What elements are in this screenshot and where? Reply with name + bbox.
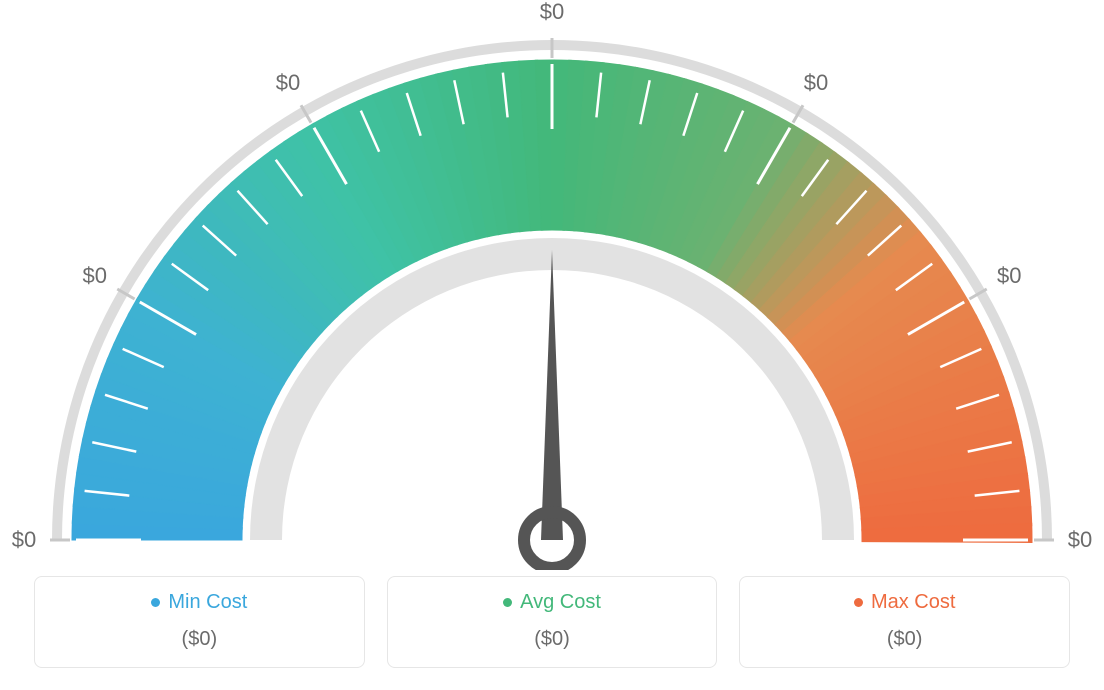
legend-value-avg: ($0) (398, 628, 707, 651)
legend-label-avg: Avg Cost (520, 591, 601, 614)
gauge-tick-label: $0 (276, 70, 300, 96)
gauge-tick-label: $0 (804, 70, 828, 96)
gauge-tick-label: $0 (12, 527, 36, 553)
legend-card-max: Max Cost ($0) (739, 576, 1070, 668)
gauge-tick-label: $0 (82, 263, 106, 289)
legend-title-max: Max Cost (854, 591, 955, 614)
legend-card-min: Min Cost ($0) (34, 576, 365, 668)
legend-label-max: Max Cost (871, 591, 955, 614)
legend-label-min: Min Cost (168, 591, 247, 614)
gauge-tick-label: $0 (997, 263, 1021, 289)
gauge-tick-label: $0 (540, 0, 564, 25)
legend-card-avg: Avg Cost ($0) (387, 576, 718, 668)
legend-row: Min Cost ($0) Avg Cost ($0) Max Cost ($0… (34, 576, 1070, 668)
gauge-chart: $0$0$0$0$0$0$0 (22, 10, 1082, 570)
legend-value-max: ($0) (750, 628, 1059, 651)
gauge-tick-label: $0 (1068, 527, 1092, 553)
legend-dot-avg (503, 598, 512, 607)
gauge-svg (22, 10, 1082, 570)
legend-value-min: ($0) (45, 628, 354, 651)
legend-title-min: Min Cost (151, 591, 247, 614)
legend-dot-min (151, 598, 160, 607)
legend-dot-max (854, 598, 863, 607)
legend-title-avg: Avg Cost (503, 591, 601, 614)
